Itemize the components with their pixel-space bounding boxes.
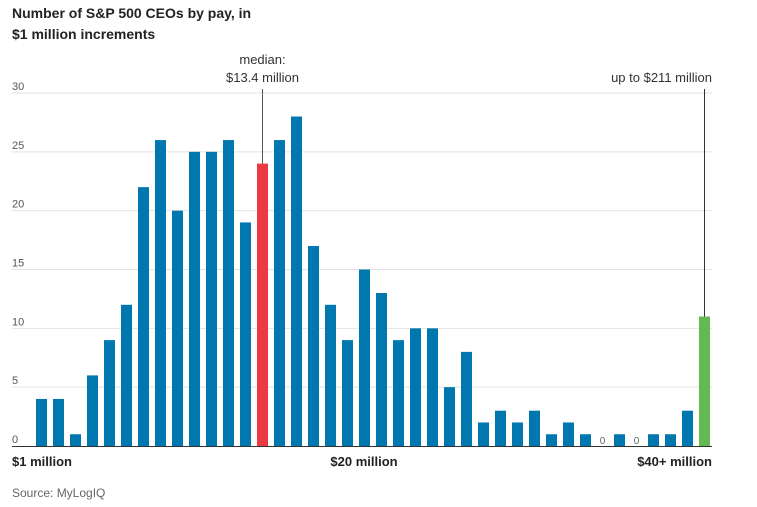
y-tick-label: 10 xyxy=(12,316,24,328)
bar xyxy=(699,316,710,446)
y-tick-label: 0 xyxy=(12,434,18,446)
y-tick-label: 30 xyxy=(12,81,24,93)
bar xyxy=(36,398,47,446)
y-tick-label: 5 xyxy=(12,375,18,387)
bar xyxy=(206,151,217,447)
bar xyxy=(682,410,693,446)
chart-title: Number of S&P 500 CEOs by pay, in $1 mill… xyxy=(12,3,352,45)
bar xyxy=(410,328,421,446)
bar xyxy=(580,434,591,446)
bar xyxy=(172,210,183,446)
chart-title-line: $1 million increments xyxy=(12,26,156,42)
bar xyxy=(155,140,166,447)
x-tick-label: $1 million xyxy=(12,454,72,469)
y-tick-label: 25 xyxy=(12,140,24,152)
bar xyxy=(240,222,251,446)
bar xyxy=(478,422,489,446)
bar xyxy=(223,140,234,447)
bar xyxy=(512,422,523,446)
bar xyxy=(87,375,98,446)
median-annotation: median: xyxy=(239,52,285,67)
y-tick-label: 20 xyxy=(12,199,24,211)
bar xyxy=(138,187,149,446)
bar xyxy=(529,410,540,446)
bar xyxy=(461,351,472,446)
bar xyxy=(614,434,625,446)
bar xyxy=(376,293,387,446)
x-tick-label: $40+ million xyxy=(637,454,712,469)
y-tick-label: 15 xyxy=(12,258,24,270)
bar xyxy=(359,269,370,446)
x-tick-label: $20 million xyxy=(330,454,397,469)
zero-label: 0 xyxy=(600,436,606,447)
bar xyxy=(274,140,285,447)
source-note: Source: MyLogIQ xyxy=(12,486,106,500)
bar xyxy=(665,434,676,446)
bar xyxy=(104,340,115,446)
median-annotation-value: $13.4 million xyxy=(226,70,299,85)
bar xyxy=(308,245,319,446)
bar xyxy=(648,434,659,446)
zero-label: 0 xyxy=(634,436,640,447)
bar xyxy=(291,116,302,447)
bar xyxy=(121,304,132,446)
bar xyxy=(495,410,506,446)
bar xyxy=(70,434,81,446)
bar xyxy=(546,434,557,446)
bar xyxy=(342,340,353,446)
bar xyxy=(393,340,404,446)
bar xyxy=(53,398,64,446)
bar xyxy=(444,387,455,446)
bar xyxy=(325,304,336,446)
chart-title-line: Number of S&P 500 CEOs by pay, in xyxy=(12,5,252,21)
top-annotation: up to $211 million xyxy=(611,70,712,85)
bar xyxy=(427,328,438,446)
bar xyxy=(257,163,268,446)
bar xyxy=(189,151,200,447)
bar xyxy=(563,422,574,446)
